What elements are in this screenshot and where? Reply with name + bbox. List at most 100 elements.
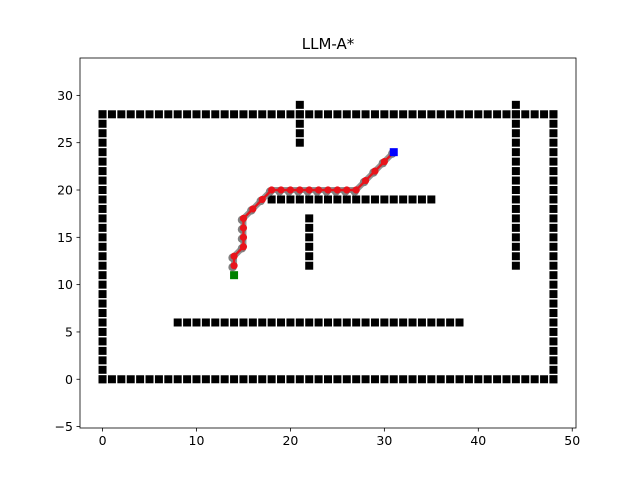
obstacle-bottom-wall-cell — [511, 375, 520, 384]
obstacle-right-wall-cell — [549, 299, 558, 308]
obstacle-middle-vertical-cell — [305, 252, 314, 261]
obstacle-bottom-wall-cell — [540, 375, 549, 384]
obstacle-lower-horizontal-cell — [333, 318, 342, 327]
obstacle-middle-horizontal-cell — [361, 195, 370, 204]
obstacle-lower-horizontal-cell — [305, 318, 314, 327]
path-point — [371, 167, 379, 175]
obstacle-top-wall-cell — [493, 110, 502, 119]
obstacle-left-wall-cell — [98, 157, 107, 166]
obstacle-left-wall-cell — [98, 195, 107, 204]
obstacle-right-vertical-cell — [511, 100, 520, 109]
obstacle-bottom-wall-cell — [333, 375, 342, 384]
obstacle-bottom-wall-cell — [408, 375, 417, 384]
obstacle-left-wall-cell — [98, 176, 107, 185]
obstacle-top-wall-cell — [521, 110, 530, 119]
obstacle-middle-vertical-cell — [305, 261, 314, 270]
obstacle-top-wall-cell — [530, 110, 539, 119]
obstacle-bottom-wall-cell — [211, 375, 220, 384]
obstacle-right-wall-cell — [549, 129, 558, 138]
obstacle-left-wall-cell — [98, 261, 107, 270]
obstacle-top-wall-cell — [107, 110, 116, 119]
obstacle-middle-horizontal-cell — [380, 195, 389, 204]
obstacle-middle-horizontal-cell — [295, 195, 304, 204]
axis-layer: 0 10 20 30 40 50 −5 0 5 10 15 20 25 30 — [55, 88, 581, 448]
y-tick-label: 15 — [57, 230, 73, 245]
obstacle-right-wall-cell — [549, 318, 558, 327]
obstacle-right-wall-cell — [549, 327, 558, 336]
obstacle-top-wall-cell — [154, 110, 163, 119]
x-tick-label: 20 — [282, 433, 298, 448]
obstacle-lower-horizontal-cell — [239, 318, 248, 327]
obstacle-right-wall-cell — [549, 346, 558, 355]
obstacle-lower-horizontal-cell — [277, 318, 286, 327]
path-point — [286, 186, 295, 194]
obstacle-left-wall-cell — [98, 309, 107, 318]
obstacle-left-wall-cell — [98, 186, 107, 195]
obstacle-right-wall-cell — [549, 204, 558, 213]
y-tick-label: −5 — [55, 419, 73, 434]
obstacle-lower-horizontal-cell — [352, 318, 361, 327]
obstacle-top-wall-cell — [277, 110, 286, 119]
obstacle-top-wall-cell — [370, 110, 379, 119]
obstacle-bottom-wall-cell — [136, 375, 145, 384]
obstacle-bottom-wall-cell — [342, 375, 351, 384]
path-point — [277, 186, 285, 194]
obstacle-bottom-wall-cell — [220, 375, 229, 384]
obstacle-lower-horizontal-cell — [342, 318, 351, 327]
obstacle-bottom-wall-cell — [389, 375, 398, 384]
obstacle-upper-vertical-cell — [295, 119, 304, 128]
obstacle-bottom-wall-cell — [305, 375, 314, 384]
obstacle-bottom-wall-cell — [314, 375, 323, 384]
obstacle-top-wall-cell — [183, 110, 192, 119]
obstacle-top-wall-cell — [540, 110, 549, 119]
obstacle-right-wall-cell — [549, 261, 558, 270]
obstacle-top-wall-cell — [408, 110, 417, 119]
obstacle-middle-horizontal-cell — [417, 195, 426, 204]
path-point — [380, 158, 388, 166]
x-tick-label: 40 — [470, 433, 486, 448]
obstacle-bottom-wall-cell — [483, 375, 492, 384]
path-layer — [230, 148, 398, 270]
obstacle-lower-horizontal-cell — [211, 318, 220, 327]
obstacle-bottom-wall-cell — [295, 375, 304, 384]
obstacle-right-vertical-cell — [511, 223, 520, 232]
obstacle-bottom-wall-cell — [286, 375, 295, 384]
obstacle-middle-horizontal-cell — [399, 195, 408, 204]
obstacle-left-wall-cell — [98, 280, 107, 289]
obstacle-top-wall-cell — [389, 110, 398, 119]
obstacle-upper-vertical-cell — [295, 138, 304, 147]
obstacle-left-wall-cell — [98, 252, 107, 261]
obstacle-top-wall-cell — [436, 110, 445, 119]
obstacle-right-vertical-cell — [511, 119, 520, 128]
obstacle-right-vertical-cell — [511, 214, 520, 223]
path-point — [268, 186, 276, 194]
path-point — [343, 186, 351, 194]
obstacle-top-wall-cell — [145, 110, 154, 119]
obstacle-lower-horizontal-cell — [286, 318, 295, 327]
obstacle-top-wall-cell — [267, 110, 276, 119]
obstacle-lower-horizontal-cell — [258, 318, 267, 327]
obstacle-right-vertical-cell — [511, 186, 520, 195]
obstacle-lower-horizontal-cell — [361, 318, 370, 327]
obstacle-middle-vertical-cell — [305, 214, 314, 223]
obstacle-bottom-wall-cell — [183, 375, 192, 384]
obstacle-right-vertical-cell — [511, 148, 520, 157]
obstacle-right-vertical-cell — [511, 110, 520, 119]
obstacle-lower-horizontal-cell — [192, 318, 201, 327]
y-tick-label: 25 — [57, 135, 73, 150]
path-point — [249, 205, 257, 213]
obstacle-top-wall-cell — [258, 110, 267, 119]
obstacle-left-wall-cell — [98, 223, 107, 232]
obstacle-top-wall-cell — [305, 110, 314, 119]
obstacle-middle-horizontal-cell — [370, 195, 379, 204]
obstacle-top-wall-cell — [464, 110, 473, 119]
obstacle-right-wall-cell — [549, 148, 558, 157]
obstacle-top-wall-cell — [248, 110, 257, 119]
obstacle-top-wall-cell — [455, 110, 464, 119]
obstacle-bottom-wall-cell — [107, 375, 116, 384]
obstacle-right-vertical-cell — [511, 176, 520, 185]
marker-layer — [230, 148, 398, 280]
x-tick-label: 50 — [564, 433, 580, 448]
obstacle-upper-vertical-cell — [295, 100, 304, 109]
obstacle-lower-horizontal-cell — [389, 318, 398, 327]
